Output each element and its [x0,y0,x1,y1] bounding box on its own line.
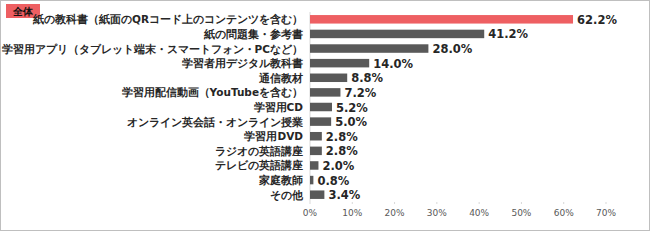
bars [310,15,573,199]
category-label: テレビの英語講座 [215,159,303,171]
data-label: 14.0% [373,57,413,71]
data-label: 7.2% [344,86,376,100]
bar [310,30,484,39]
data-label: 41.2% [488,27,528,41]
tick-mark [521,202,522,204]
data-label: 2.8% [326,144,358,158]
category-label: その他 [270,189,304,202]
data-label: 28.0% [432,42,472,56]
tick-mark [310,202,311,204]
category-label: 通信教材 [258,72,303,84]
tick-label: 10% [342,208,362,218]
bar [310,88,340,97]
bar [310,147,322,156]
category-label: 学習者用デジタル教科書 [182,57,303,69]
tick-mark [479,202,480,204]
bar [310,15,573,24]
tick-label: 70% [596,208,616,218]
category-label: オンライン英会話・オンライン授業 [127,116,303,128]
chart: 全体 0% 10% 20% 30% 40% 50% 60% 70% 紙の教科書（紙面のQRコード上… [0,0,650,231]
tick-label: 20% [385,208,405,218]
frame [1,1,650,231]
data-label: 62.2% [577,13,617,27]
bar [310,176,313,185]
tick-mark [394,202,395,204]
tick-mark [606,202,607,204]
data-label: 8.8% [351,71,383,85]
data-label: 3.4% [328,188,360,202]
data-label: 2.0% [322,159,354,173]
tick-mark [436,202,437,204]
bar [310,161,318,170]
category-label: ラジオの英語講座 [215,145,303,157]
tick-label: 50% [511,208,531,218]
category-label: 学習用配信動画（YouTubeを含む） [122,86,303,99]
tick-label: 0% [303,208,318,218]
data-label: 2.8% [326,130,358,144]
category-label: 家庭教師 [258,174,303,186]
category-label: 学習用DVD [244,130,303,142]
tick-label: 60% [554,208,574,218]
bar [310,117,331,126]
tick-label: 30% [427,208,447,218]
bar [310,59,369,68]
tick-label: 40% [469,208,489,218]
data-label: 5.0% [335,115,367,129]
data-label: 5.2% [336,101,368,115]
tick-mark [563,202,564,204]
bar [310,103,332,112]
title: 全体 [12,6,34,17]
category-label: 学習用CD [254,101,304,113]
category-label: 紙の問題集・参考書 [203,28,303,40]
category-label: 学習用アプリ（タブレット端末・スマートフォン・PCなど） [2,43,303,56]
tick-mark [352,202,353,204]
bar [310,132,322,141]
bar [310,74,347,83]
bar [310,190,324,199]
bar [310,44,428,53]
data-label: 0.8% [317,174,349,188]
category-label: 紙の教科書（紙面のQRコード上のコンテンツを含む） [32,13,303,26]
